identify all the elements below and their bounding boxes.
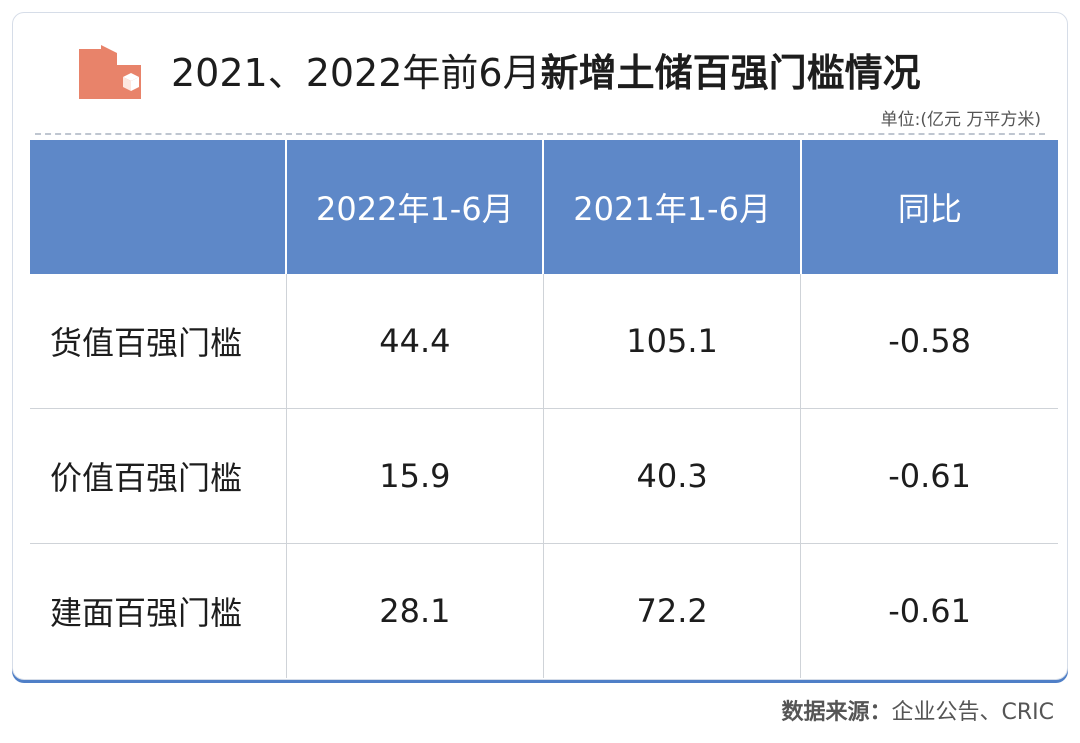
value-cell: 72.2 xyxy=(542,543,801,678)
value-cell: 44.4 xyxy=(285,274,544,409)
title-prefix: 2021、2022年前6月 xyxy=(171,51,541,95)
building-logo-icon xyxy=(79,45,141,99)
table-row: 价值百强门槛 15.9 40.3 -0.61 xyxy=(30,408,1058,544)
dashed-divider xyxy=(35,133,1045,135)
header-cell-2022: 2022年1-6月 xyxy=(285,140,544,274)
page-title: 2021、2022年前6月新增土储百强门槛情况 xyxy=(171,43,921,103)
header-cell-2021: 2021年1-6月 xyxy=(542,140,801,274)
value-cell: 40.3 xyxy=(542,408,801,544)
value-cell: -0.58 xyxy=(800,274,1058,409)
table-row: 建面百强门槛 28.1 72.2 -0.61 xyxy=(30,543,1058,678)
source-text: 企业公告、CRIC xyxy=(891,700,1055,725)
value-cell: 15.9 xyxy=(285,408,544,544)
data-source: 数据来源：企业公告、CRIC xyxy=(781,694,1054,726)
row-label: 建面百强门槛 xyxy=(50,594,243,632)
header-cell-blank xyxy=(30,140,287,274)
table-row: 货值百强门槛 44.4 105.1 -0.58 xyxy=(30,274,1058,409)
value-cell: 28.1 xyxy=(285,543,544,678)
title-emphasis: 新增土储百强门槛情况 xyxy=(540,51,921,95)
header-cell-yoy: 同比 xyxy=(799,140,1058,274)
row-label: 价值百强门槛 xyxy=(30,408,287,544)
row-label: 货值百强门槛 xyxy=(30,274,287,409)
data-table: 2022年1-6月 2021年1-6月 同比 货值百强门槛 44.4 105.1… xyxy=(30,140,1058,678)
value-cell: 105.1 xyxy=(542,274,801,409)
value-cell: -0.61 xyxy=(800,543,1058,678)
source-label: 数据来源： xyxy=(781,700,892,725)
table-header-row: 2022年1-6月 2021年1-6月 同比 xyxy=(30,140,1058,274)
value-cell: -0.61 xyxy=(800,408,1058,544)
unit-note: 单位:(亿元 万平方米) xyxy=(880,110,1041,130)
